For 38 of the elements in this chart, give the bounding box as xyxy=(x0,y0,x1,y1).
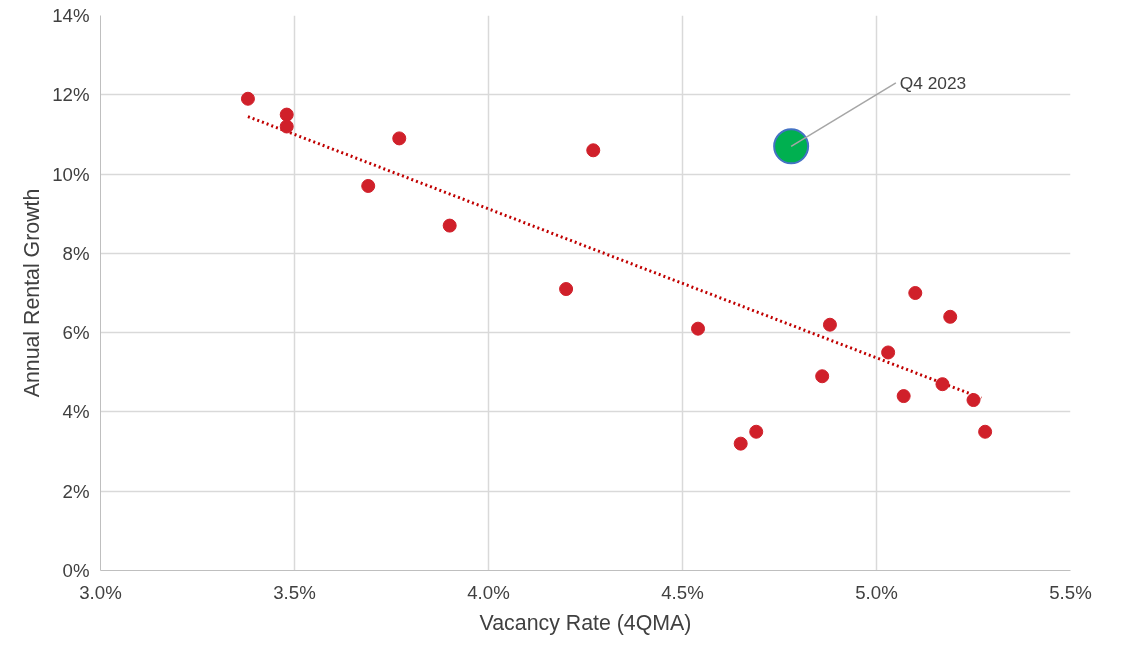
x-tick-label: 5.5% xyxy=(1049,581,1092,603)
y-tick-label: 10% xyxy=(52,163,90,185)
y-tick-label: 12% xyxy=(52,84,90,106)
point xyxy=(966,393,981,408)
x-tick-label: 3.5% xyxy=(273,581,316,603)
y-tick-label: 4% xyxy=(62,401,90,423)
y-tick-label: 6% xyxy=(62,322,90,344)
x-tick-label: 3.0% xyxy=(79,581,122,603)
point xyxy=(586,143,601,158)
point xyxy=(881,345,896,360)
point xyxy=(773,128,810,165)
x-tick-label: 4.5% xyxy=(661,581,704,603)
point xyxy=(279,107,294,122)
point xyxy=(392,131,407,146)
point xyxy=(822,317,837,332)
point xyxy=(240,91,255,106)
point xyxy=(361,178,376,193)
point xyxy=(279,119,294,134)
y-tick-label: 2% xyxy=(62,480,90,502)
y-tick-label: 14% xyxy=(52,5,90,26)
x-axis-title: Vacancy Rate (4QMA) xyxy=(479,610,692,635)
point xyxy=(815,369,830,384)
point xyxy=(559,282,574,297)
y-axis-title: Annual Rental Growth xyxy=(20,188,45,398)
point xyxy=(908,286,923,300)
point xyxy=(943,309,958,324)
point xyxy=(442,218,457,233)
annotation: Q4 2023 xyxy=(899,72,967,93)
point xyxy=(896,389,911,404)
point xyxy=(935,377,950,392)
x-tick-label: 5.0% xyxy=(855,581,898,603)
point xyxy=(749,424,764,439)
point xyxy=(691,321,706,336)
x-tick-label: 4.0% xyxy=(467,581,510,603)
y-tick-label: 0% xyxy=(62,560,90,581)
y-tick-label: 8% xyxy=(62,242,90,264)
point xyxy=(978,424,993,439)
point xyxy=(733,436,748,451)
